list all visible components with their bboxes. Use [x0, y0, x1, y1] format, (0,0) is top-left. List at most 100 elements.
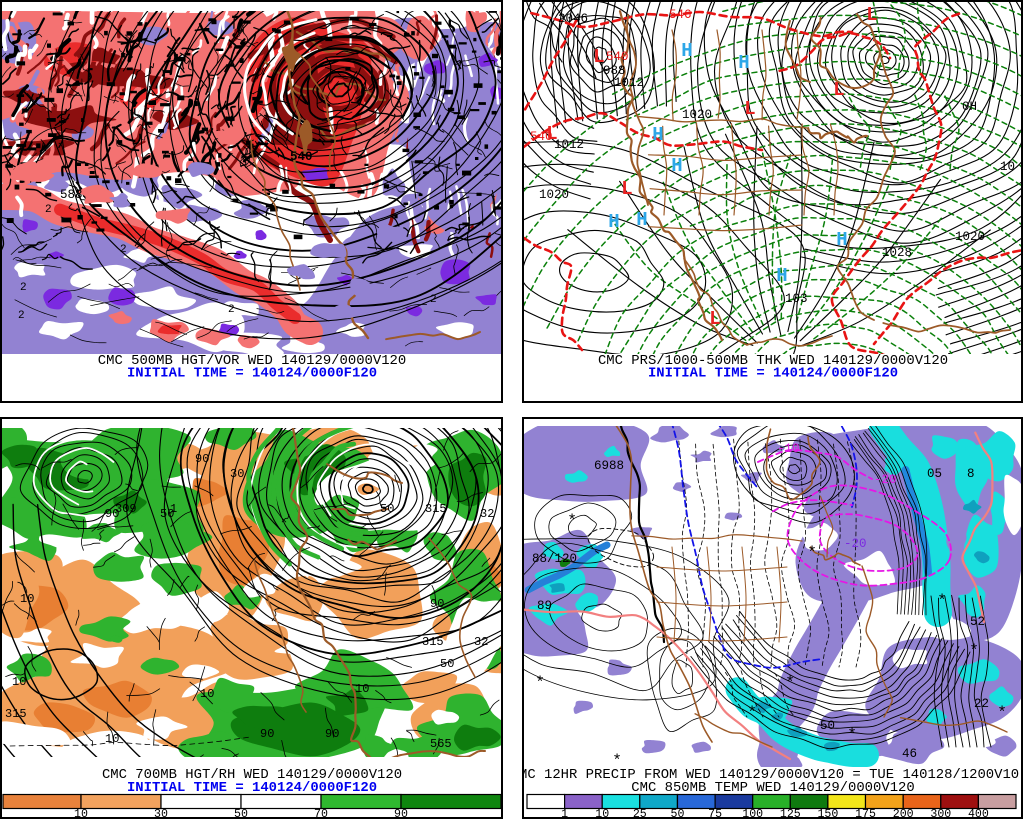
- svg-text:565: 565: [430, 737, 452, 751]
- svg-text:MC 12HR PRECIP FROM WED 140129: MC 12HR PRECIP FROM WED 140129/0000V120 …: [522, 767, 1019, 783]
- svg-text:32: 32: [474, 635, 488, 649]
- svg-text:32: 32: [480, 507, 494, 521]
- svg-text:315: 315: [5, 707, 27, 721]
- svg-text:L: L: [833, 79, 844, 101]
- svg-text:10: 10: [74, 808, 88, 819]
- svg-text:150: 150: [817, 808, 838, 819]
- svg-text:540: 540: [530, 130, 553, 144]
- svg-text:89: 89: [537, 599, 552, 613]
- svg-text:400: 400: [968, 808, 989, 819]
- svg-text:125: 125: [780, 808, 801, 819]
- svg-text:540: 540: [290, 150, 313, 164]
- svg-text:70: 70: [314, 808, 328, 819]
- svg-text:2: 2: [120, 244, 127, 256]
- svg-text:CMC 500MB HGT/VOR WED 140129/0: CMC 500MB HGT/VOR WED 140129/0000V120: [98, 353, 406, 369]
- svg-text:H: H: [636, 209, 647, 231]
- svg-text:315: 315: [422, 635, 444, 649]
- svg-text:100: 100: [742, 808, 763, 819]
- svg-text:L: L: [621, 178, 632, 200]
- svg-text:05: 05: [927, 467, 942, 481]
- svg-text:50: 50: [234, 808, 248, 819]
- svg-text:90: 90: [260, 727, 274, 741]
- svg-text:H: H: [671, 155, 682, 177]
- svg-text:22: 22: [974, 697, 989, 711]
- svg-text:1028: 1028: [882, 246, 912, 260]
- svg-text:L: L: [744, 98, 755, 120]
- svg-text:309: 309: [115, 502, 137, 516]
- svg-text:2: 2: [430, 294, 437, 306]
- svg-text:90: 90: [105, 507, 119, 521]
- svg-text:10: 10: [200, 687, 214, 701]
- svg-text:88/120: 88/120: [532, 552, 577, 566]
- svg-text:90: 90: [394, 808, 408, 819]
- svg-text:*: *: [535, 674, 545, 692]
- svg-text:INITIAL TIME = 140124/0000F120: INITIAL TIME = 140124/0000F120: [648, 366, 898, 382]
- svg-text:10: 10: [105, 732, 119, 746]
- svg-text:10: 10: [1000, 160, 1015, 174]
- svg-text:90: 90: [195, 452, 209, 466]
- svg-text:30: 30: [154, 808, 168, 819]
- svg-text:315: 315: [425, 502, 447, 516]
- svg-text:2: 2: [45, 204, 52, 216]
- svg-text:50: 50: [671, 808, 685, 819]
- svg-text:2: 2: [18, 310, 25, 322]
- svg-text:10: 10: [355, 682, 369, 696]
- svg-text:H: H: [608, 211, 619, 233]
- svg-text:-10: -10: [777, 442, 800, 456]
- svg-text:50: 50: [380, 502, 394, 516]
- svg-text:50: 50: [160, 507, 174, 521]
- svg-text:10: 10: [595, 808, 609, 819]
- svg-text:H: H: [836, 229, 847, 251]
- svg-text:L: L: [593, 46, 604, 68]
- svg-text:L: L: [546, 123, 557, 145]
- svg-text:50: 50: [440, 657, 454, 671]
- svg-text:*: *: [997, 704, 1007, 722]
- svg-text:2046: 2046: [558, 12, 588, 26]
- svg-text:30: 30: [230, 467, 244, 481]
- svg-text:CMC 700MB HGT/RH WED 140129/00: CMC 700MB HGT/RH WED 140129/0000V120: [102, 767, 402, 783]
- svg-text:1: 1: [561, 808, 568, 819]
- svg-text:10: 10: [20, 592, 34, 606]
- svg-text:1020: 1020: [539, 188, 569, 202]
- svg-text:*: *: [612, 752, 622, 770]
- svg-text:90: 90: [325, 727, 339, 741]
- svg-text:CMC PRS/1000-500MB THK WED 140: CMC PRS/1000-500MB THK WED 140129/0000V1…: [598, 353, 948, 369]
- svg-text:50: 50: [820, 719, 835, 733]
- svg-text:988: 988: [603, 64, 626, 78]
- svg-text:*: *: [785, 674, 795, 692]
- svg-text:*: *: [937, 592, 947, 610]
- svg-text:546: 546: [669, 8, 692, 22]
- svg-text:H: H: [681, 40, 692, 62]
- svg-text:H: H: [738, 52, 749, 74]
- svg-text:300: 300: [930, 808, 951, 819]
- svg-text:H: H: [652, 124, 663, 146]
- svg-text:CMC 850MB TEMP WED 140129/0000: CMC 850MB TEMP WED 140129/0000V120: [631, 780, 914, 796]
- svg-text:*: *: [747, 704, 757, 722]
- svg-text:1: 1: [170, 502, 177, 516]
- svg-text:L: L: [709, 308, 720, 330]
- svg-text:46: 46: [902, 747, 917, 761]
- svg-text:103: 103: [785, 292, 808, 306]
- svg-text:INITIAL TIME = 140124/0000F120: INITIAL TIME = 140124/0000F120: [127, 780, 377, 796]
- svg-text:175: 175: [855, 808, 876, 819]
- svg-text:1020: 1020: [682, 108, 712, 122]
- svg-text:1012: 1012: [614, 76, 644, 90]
- svg-text:*: *: [969, 642, 979, 660]
- svg-text:200: 200: [893, 808, 914, 819]
- svg-text:2: 2: [20, 282, 27, 294]
- svg-text:L: L: [866, 4, 877, 26]
- svg-text:*: *: [847, 726, 857, 744]
- svg-text:75: 75: [708, 808, 722, 819]
- svg-text:-20: -20: [874, 473, 897, 487]
- svg-text:8: 8: [967, 467, 975, 481]
- svg-text:*: *: [807, 544, 817, 562]
- svg-text:0H: 0H: [962, 100, 977, 114]
- svg-text:540: 540: [606, 50, 629, 64]
- svg-text:1012: 1012: [554, 138, 584, 152]
- svg-text:10: 10: [12, 675, 26, 689]
- svg-text:90: 90: [430, 597, 444, 611]
- svg-text:25: 25: [633, 808, 647, 819]
- svg-text:1020: 1020: [955, 230, 985, 244]
- svg-text:H: H: [776, 265, 787, 287]
- svg-text:6988: 6988: [594, 459, 624, 473]
